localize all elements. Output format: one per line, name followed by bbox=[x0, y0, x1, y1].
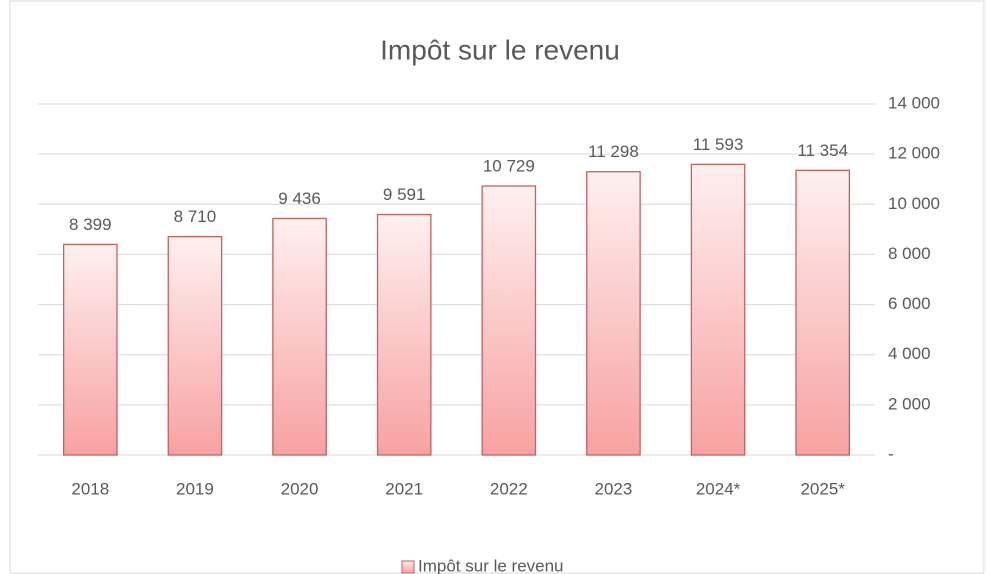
x-tick-label: 2025* bbox=[800, 479, 845, 498]
data-label: 8 710 bbox=[174, 207, 217, 226]
x-tick-label: 2018 bbox=[71, 479, 109, 498]
x-tick-label: 2020 bbox=[281, 479, 319, 498]
data-label: 11 593 bbox=[693, 135, 744, 154]
y-tick-label: 4 000 bbox=[888, 344, 931, 363]
data-label: 8 399 bbox=[69, 215, 112, 234]
x-tick-label: 2024* bbox=[696, 479, 741, 498]
bar bbox=[272, 217, 327, 456]
y-tick-label: 10 000 bbox=[888, 194, 940, 213]
data-label: 11 298 bbox=[588, 142, 639, 161]
bar bbox=[62, 243, 118, 456]
y-tick-label: 8 000 bbox=[888, 244, 931, 263]
data-label: 10 729 bbox=[483, 156, 535, 175]
y-tick-label: 14 000 bbox=[888, 93, 940, 112]
data-label: 9 436 bbox=[278, 189, 321, 208]
data-label: 9 591 bbox=[383, 185, 426, 204]
bar bbox=[376, 213, 432, 456]
chart-title: Impôt sur le revenu bbox=[380, 34, 620, 65]
bar bbox=[795, 169, 851, 456]
bar bbox=[481, 185, 537, 456]
x-tick-label: 2022 bbox=[490, 479, 528, 498]
y-tick-label: 6 000 bbox=[888, 294, 931, 313]
legend-swatch bbox=[401, 560, 415, 574]
y-tick-label: - bbox=[888, 444, 894, 463]
x-tick-label: 2023 bbox=[595, 479, 633, 498]
x-tick-label: 2019 bbox=[176, 479, 214, 498]
bar bbox=[690, 163, 746, 456]
bar bbox=[167, 235, 223, 456]
y-tick-label: 12 000 bbox=[888, 144, 940, 163]
x-tick-label: 2021 bbox=[385, 479, 423, 498]
bar bbox=[586, 171, 641, 456]
legend-label: Impôt sur le revenu bbox=[418, 556, 564, 574]
data-label: 11 354 bbox=[797, 141, 848, 160]
y-tick-label: 2 000 bbox=[888, 394, 931, 413]
